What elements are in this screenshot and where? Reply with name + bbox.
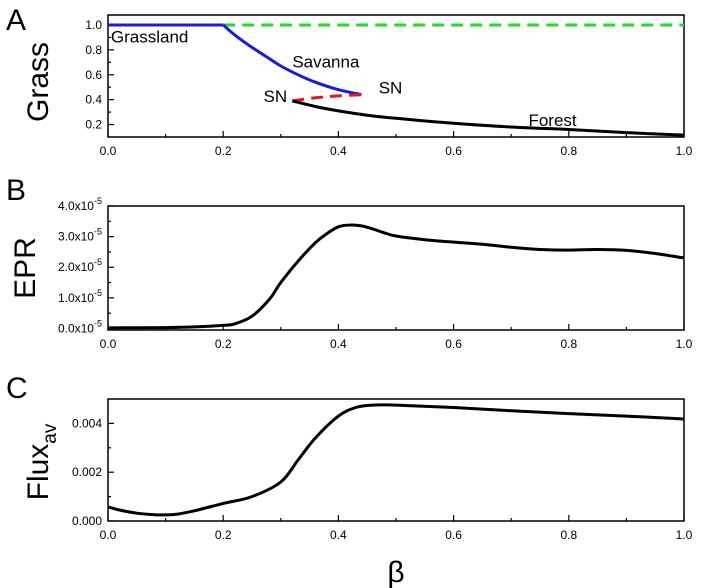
panel-b: B EPR 0.0 0.2 0.4 0.6 0.8 1.0 0.0x10-5 1.0x10-5… (6, 174, 693, 351)
panel-b-series-EPR (107, 223, 685, 330)
panel-a: A Grass 0.0 0.2 0.4 0.6 0.8 1.0 0.2 0.4 0.6 0.8 1.… (6, 4, 693, 158)
panel-c-x-tick-label: 0.4 (330, 528, 347, 542)
panel-c-x-tick-label: 0.2 (215, 528, 232, 542)
panel-a-x-tick-label: 0.8 (560, 144, 577, 158)
panel-c: C Fluxav 0.0 0.2 0.4 0.6 0.8 1.00.0000.0020.0… (6, 372, 693, 588)
panel-c-ticks: 0.0 0.2 0.4 0.6 0.8 1.0 0.000 0.002 0.004 (72, 416, 693, 542)
panel-b-y-tick-label: 2.0x10-5 (58, 257, 102, 274)
panel-a-annotation: Grassland (111, 27, 188, 46)
panel-b-x-tick-label: 0.2 (215, 337, 232, 351)
panel-b-x-tick-label: 0.6 (445, 337, 462, 351)
panel-a-y-tick-label: 1.0 (85, 18, 102, 32)
panel-b-y-tick-label: 1.0x10-5 (58, 288, 102, 305)
panel-a-annotation: SN (379, 78, 403, 97)
panel-b-y-tick-label: 4.0x10-5 (58, 196, 102, 213)
panel-a-x-tick-label: 0.0 (100, 144, 117, 158)
panel-c-frame (107, 398, 685, 522)
panel-a-x-tick-label: 0.4 (330, 144, 347, 158)
panel-b-y-tick-label: 0.0x10-5 (58, 318, 102, 335)
panel-c-x-tick-label: 0.0 (100, 528, 117, 542)
panel-b-ticks: 0.0 0.2 0.4 0.6 0.8 1.0 0.0x10-5 1.0x10-5 2.0x10… (58, 196, 693, 351)
panel-b-x-tick-label: 0.8 (560, 337, 577, 351)
panel-a-y-axis-title: Grass (22, 42, 55, 122)
panel-a-x-tick-label: 1.0 (676, 144, 693, 158)
panel-a-series-unstable-branch (292, 93, 362, 103)
panel-b-x-tick-label: 0.4 (330, 337, 347, 351)
x-axis-title-beta: β (387, 556, 404, 588)
panel-a-x-tick-label: 0.2 (215, 144, 232, 158)
panel-b-series (107, 223, 685, 330)
panel-a-y-tick-label: 0.4 (85, 93, 102, 107)
panel-b-x-tick-label: 0.0 (100, 337, 117, 351)
panel-a-annotation: Forest (528, 111, 576, 130)
panel-b-letter: B (6, 174, 26, 207)
panel-b-frame (107, 205, 685, 331)
panel-c-y-axis-title-subscript: av (40, 423, 61, 444)
panel-a-y-tick-label: 0.8 (85, 43, 102, 57)
panel-a-annotation: Savanna (292, 52, 360, 71)
panel-c-y-axis-title: Fluxav (22, 423, 61, 500)
panel-a-letter: A (6, 4, 26, 37)
panel-a-ticks: 0.0 0.2 0.4 0.6 0.8 1.0 0.2 0.4 0.6 0.8 1.0 (85, 18, 692, 158)
panel-c-y-axis-title-main: Flux (22, 444, 55, 501)
panel-c-x-tick-label: 0.8 (560, 528, 577, 542)
panel-c-x-tick-label: 0.6 (445, 528, 462, 542)
panel-c-letter: C (6, 372, 28, 405)
panel-b-x-tick-label: 1.0 (676, 337, 693, 351)
panel-a-series-savanna (222, 23, 362, 97)
panel-c-y-tick-label: 0.002 (72, 465, 102, 479)
panel-b-y-axis-title: EPR (9, 237, 42, 299)
panel-a-annotation: SN (264, 87, 288, 106)
panel-a-y-tick-label: 0.2 (85, 118, 102, 132)
panel-a-y-tick-label: 0.6 (85, 68, 102, 82)
panel-b-y-tick-label: 3.0x10-5 (58, 227, 102, 244)
panel-c-series-Flux_av (107, 403, 685, 517)
panel-a-series (108, 23, 685, 137)
panel-c-y-tick-label: 0.000 (72, 514, 102, 528)
panel-a-x-tick-label: 0.6 (445, 144, 462, 158)
panel-a-series-forest (291, 99, 685, 137)
panel-c-y-tick-label: 0.004 (72, 416, 102, 430)
panel-c-x-tick-label: 1.0 (676, 528, 693, 542)
panel-c-series (107, 403, 685, 517)
